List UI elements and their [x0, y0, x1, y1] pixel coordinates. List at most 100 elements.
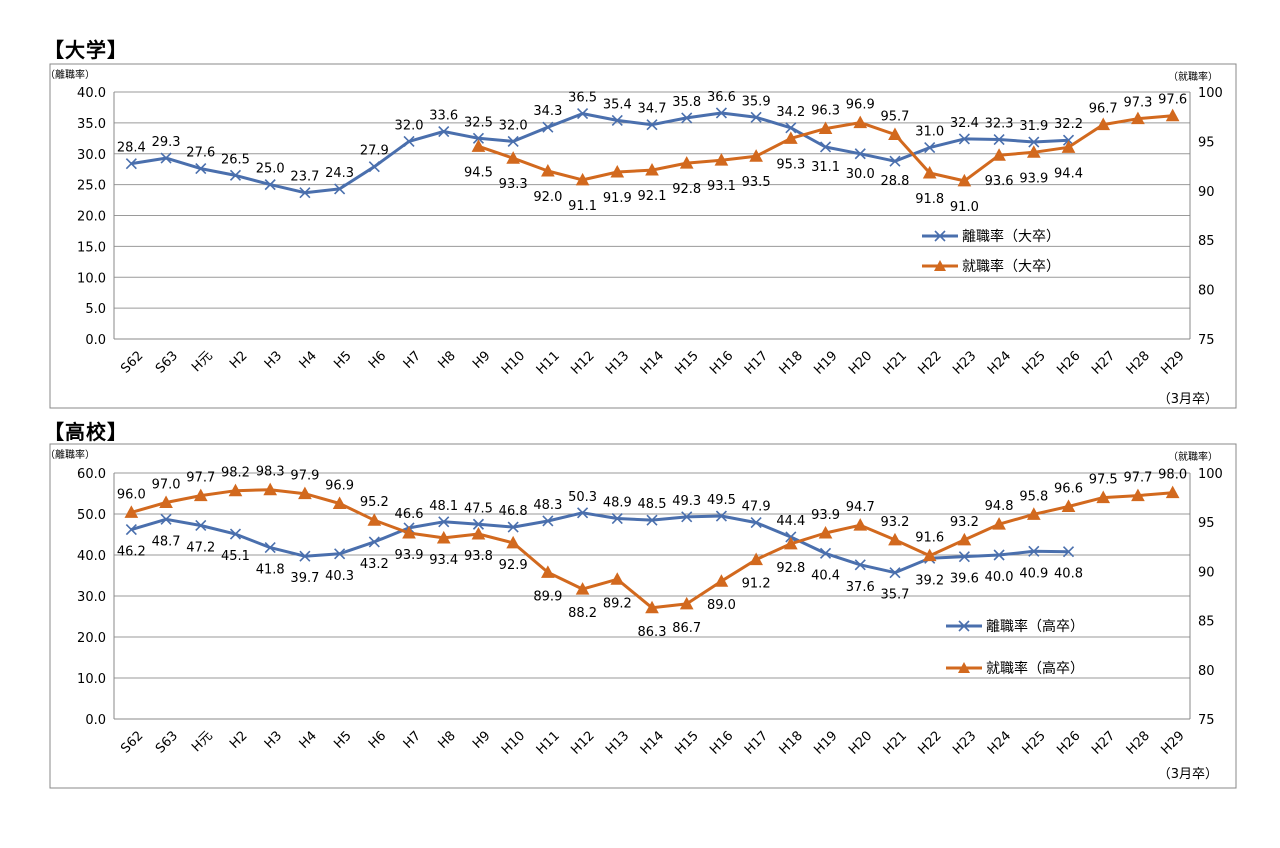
- chart2-x-note: （3月卒）: [1158, 767, 1218, 782]
- chart2-data-label: 98.0: [1158, 468, 1187, 483]
- chart2-data-label: 40.4: [811, 568, 840, 583]
- chart2-data-label: 86.3: [638, 625, 667, 640]
- chart1-data-label: 35.8: [672, 95, 701, 110]
- chart1-data-label: 97.3: [1123, 96, 1152, 111]
- chart1-data-label: 36.6: [707, 90, 736, 105]
- chart1-y2-tick-label: 100: [1198, 86, 1223, 101]
- chart1-data-label: 96.7: [1089, 102, 1118, 117]
- chart2-data-label: 94.8: [985, 499, 1014, 514]
- chart1-data-label: 28.8: [880, 174, 909, 189]
- chart1-data-label: 24.3: [325, 166, 354, 181]
- chart1-data-label: 28.4: [117, 141, 146, 156]
- chart1-data-label: 93.6: [985, 174, 1014, 189]
- chart2-data-label: 46.6: [395, 507, 424, 522]
- chart1-data-label: 91.9: [603, 191, 632, 206]
- chart2-data-label: 46.8: [499, 504, 528, 519]
- chart2-y2-tick-label: 90: [1198, 565, 1215, 580]
- chart2-left-axis-label: （離職率）: [45, 448, 95, 461]
- chart1-x-note: （3月卒）: [1158, 392, 1218, 407]
- chart1-data-label: 23.7: [290, 170, 319, 185]
- chart2-y-tick-label: 0.0: [85, 713, 106, 728]
- chart2-data-label: 93.2: [950, 515, 979, 530]
- chart1-left-axis-label: （離職率）: [45, 68, 95, 81]
- chart1-data-label: 93.5: [742, 175, 771, 190]
- chart1-y-tick-label: 25.0: [77, 179, 106, 194]
- chart1-data-label: 95.3: [776, 157, 805, 172]
- chart1-right-axis-label: （就職率）: [1168, 70, 1218, 83]
- chart1-data-label: 32.4: [950, 116, 979, 131]
- chart1-data-label: 93.1: [707, 179, 736, 194]
- chart1-y-tick-label: 35.0: [77, 117, 106, 132]
- chart2-data-label: 96.6: [1054, 481, 1083, 496]
- chart2-data-label: 92.9: [499, 558, 528, 573]
- chart1-y-tick-label: 40.0: [77, 86, 106, 101]
- chart2-data-label: 39.7: [290, 571, 319, 586]
- chart1-data-label: 36.5: [568, 91, 597, 106]
- chart2-data-label: 41.8: [256, 563, 285, 578]
- chart2-data-label: 47.2: [186, 540, 215, 555]
- chart2-data-label: 89.9: [533, 589, 562, 604]
- chart2-data-label: 47.9: [742, 500, 771, 515]
- chart1-data-label: 32.0: [395, 118, 424, 133]
- chart2-data-label: 94.7: [846, 500, 875, 515]
- chart1-data-label: 27.9: [360, 144, 389, 159]
- chart2-data-label: 95.8: [1019, 489, 1048, 504]
- chart2-y-tick-label: 50.0: [77, 508, 106, 523]
- chart1-data-label: 91.8: [915, 192, 944, 207]
- chart1-data-label: 29.3: [152, 135, 181, 150]
- chart1-y-tick-label: 20.0: [77, 210, 106, 225]
- chart2-y-tick-label: 60.0: [77, 467, 106, 482]
- chart2-y2-tick-label: 95: [1198, 516, 1215, 531]
- chart1-data-label: 94.4: [1054, 166, 1083, 181]
- chart1-y-tick-label: 5.0: [85, 302, 106, 317]
- chart2-data-label: 40.8: [1054, 567, 1083, 582]
- chart1-data-label: 93.3: [499, 177, 528, 192]
- chart1-data-label: 32.0: [499, 118, 528, 133]
- chart1-legend-label-1: 離職率（大卒）: [962, 228, 1060, 245]
- chart1-y2-tick-label: 80: [1198, 284, 1215, 299]
- chart2-data-label: 88.2: [568, 606, 597, 621]
- chart1-data-label: 26.5: [221, 152, 250, 167]
- chart1-data-label: 30.0: [846, 167, 875, 182]
- chart2-data-label: 48.3: [533, 498, 562, 513]
- chart2-data-label: 39.2: [915, 573, 944, 588]
- chart2-data-label: 91.6: [915, 531, 944, 546]
- chart1-data-label: 94.5: [464, 165, 493, 180]
- chart2-y-tick-label: 30.0: [77, 590, 106, 605]
- chart1-y2-tick-label: 95: [1198, 135, 1215, 150]
- chart2-data-label: 50.3: [568, 490, 597, 505]
- chart2-data-label: 35.7: [880, 588, 909, 603]
- chart1-data-label: 96.9: [846, 98, 875, 113]
- chart1-data-label: 32.5: [464, 115, 493, 130]
- chart1-legend-label-2: 就職率（大卒）: [962, 258, 1060, 275]
- chart2-data-label: 43.2: [360, 557, 389, 572]
- chart2-data-label: 92.8: [776, 561, 805, 576]
- chart2-legend-label-1: 離職率（高卒）: [986, 618, 1084, 635]
- chart2-data-label: 98.2: [221, 466, 250, 481]
- chart2-data-label: 40.3: [325, 569, 354, 584]
- chart1-y2-tick-label: 85: [1198, 234, 1215, 249]
- chart1-data-label: 34.3: [533, 104, 562, 119]
- chart1-data-label: 95.7: [880, 109, 909, 124]
- chart1-data-label: 33.6: [429, 109, 458, 124]
- chart2-data-label: 40.0: [985, 570, 1014, 585]
- chart2-data-label: 48.1: [429, 499, 458, 514]
- chart2-data-label: 46.2: [117, 545, 146, 560]
- chart2-data-label: 48.9: [603, 496, 632, 511]
- chart1-data-label: 34.7: [638, 102, 667, 117]
- chart1-y-tick-label: 15.0: [77, 240, 106, 255]
- chart2-data-label: 48.5: [638, 497, 667, 512]
- chart2-data-label: 93.9: [395, 548, 424, 563]
- chart1-data-label: 25.0: [256, 162, 285, 177]
- chart1-data-label: 91.0: [950, 200, 979, 215]
- chart2-data-label: 39.6: [950, 572, 979, 587]
- chart1-data-label: 92.1: [638, 189, 667, 204]
- chart2-y2-tick-label: 75: [1198, 713, 1215, 728]
- chart2-data-label: 93.9: [811, 508, 840, 523]
- chart2-y2-tick-label: 85: [1198, 615, 1215, 630]
- chart2-data-label: 45.1: [221, 549, 250, 564]
- chart2-right-axis-label: （就職率）: [1168, 450, 1218, 463]
- chart1-y2-tick-label: 75: [1198, 333, 1215, 348]
- chart2-data-label: 89.2: [603, 596, 632, 611]
